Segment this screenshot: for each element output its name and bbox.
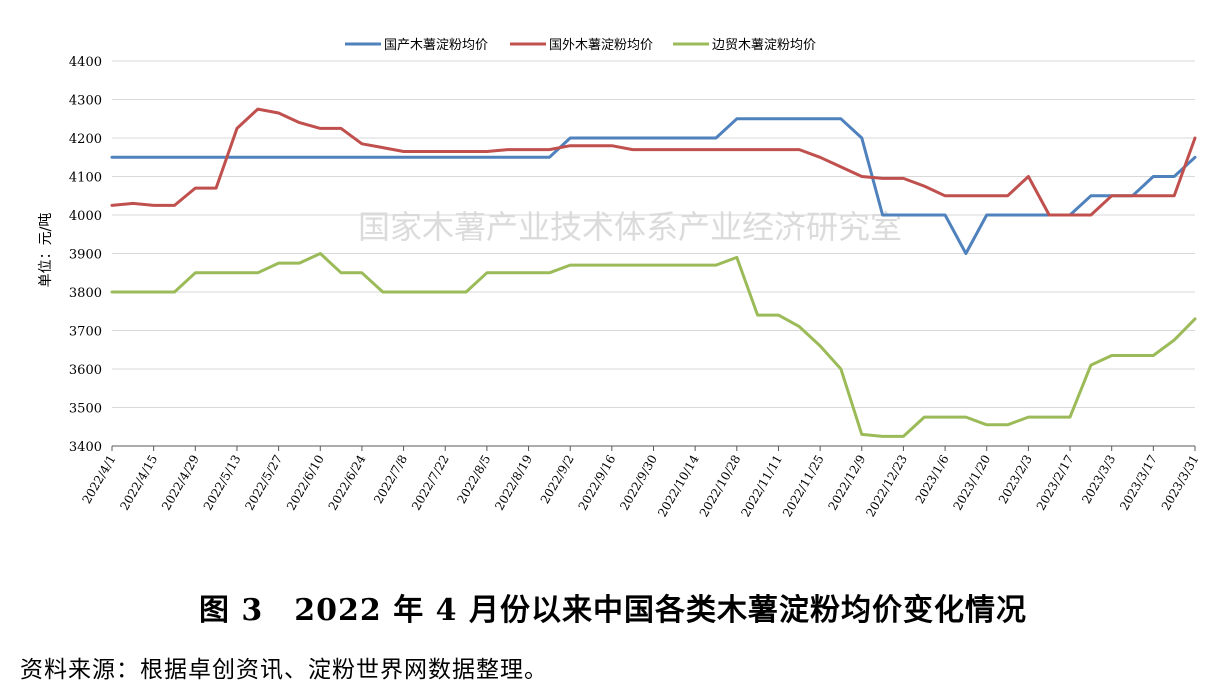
y-tick-label: 3500 — [69, 402, 102, 417]
x-tick-label: 2022/4/29 — [159, 453, 202, 513]
y-tick-label: 3800 — [69, 286, 102, 301]
legend-label: 边贸木薯淀粉均价 — [712, 38, 816, 53]
x-tick-label: 2022/12/23 — [863, 453, 910, 520]
figure-caption: 图 3 2022 年 4 月份以来中国各类木薯淀粉均价变化情况 — [198, 593, 1028, 628]
y-tick-label: 4000 — [69, 209, 102, 224]
y-tick-label: 4400 — [69, 55, 102, 70]
y-tick-label: 3700 — [69, 325, 102, 340]
x-tick-label: 2022/5/27 — [242, 453, 285, 513]
y-tick-label: 3400 — [69, 440, 102, 455]
x-tick-label: 2022/12/9 — [825, 453, 868, 513]
x-tick-label: 2022/5/13 — [201, 453, 244, 513]
x-tick-label: 2022/6/24 — [326, 452, 369, 513]
x-tick-label: 2022/4/1 — [80, 453, 119, 507]
x-tick-label: 2022/9/16 — [576, 453, 619, 513]
legend-label: 国产木薯淀粉均价 — [384, 38, 488, 53]
line-chart: 3400 3500 3600 3700 3800 3900 4000 4100 4200 4300… — [38, 38, 1202, 519]
x-tick-label: 2023/3/3 — [1079, 453, 1118, 507]
x-tick-label: 2022/7/8 — [371, 453, 410, 507]
x-tick-label: 2022/9/2 — [538, 453, 577, 507]
x-tick-label: 2022/8/19 — [492, 453, 535, 513]
series-lines — [110, 107, 1197, 438]
axes — [111, 445, 1196, 451]
series-line — [110, 252, 1197, 438]
x-tick-label: 2023/2/3 — [996, 453, 1035, 507]
x-tick-label: 2023/3/31 — [1159, 453, 1202, 513]
legend: 国产木薯淀粉均价 国外木薯淀粉均价 边贸木薯淀粉均价 — [345, 38, 816, 53]
x-tick-label: 2023/1/20 — [950, 453, 993, 513]
x-tick-label: 2023/2/17 — [1034, 453, 1077, 513]
x-tick-label: 2022/10/28 — [697, 453, 744, 520]
series-line — [110, 117, 1197, 255]
x-tick-label: 2022/6/10 — [284, 453, 327, 513]
x-tick-label: 2022/4/15 — [117, 453, 160, 513]
x-tick-label: 2022/7/22 — [409, 453, 452, 513]
x-tick-label: 2022/9/30 — [617, 453, 660, 513]
data-source-note: 资料来源：根据卓创资讯、淀粉世界网数据整理。 — [20, 657, 548, 683]
x-axis-tick-labels: 2022/4/12022/4/152022/4/292022/5/132022/… — [80, 452, 1202, 519]
x-tick-label: 2022/8/5 — [454, 453, 493, 507]
y-tick-label: 4200 — [69, 132, 102, 147]
y-tick-label: 4300 — [69, 94, 102, 109]
y-axis-label: 单位：元/吨 — [38, 213, 54, 288]
y-tick-label: 3600 — [69, 363, 102, 378]
chart-watermark: 国家木薯产业技术体系产业经济研究室 — [358, 208, 902, 246]
x-tick-label: 2022/11/11 — [738, 453, 785, 520]
y-tick-label: 4100 — [69, 171, 102, 186]
y-axis-tick-labels: 3400 3500 3600 3700 3800 3900 4000 4100 4200 4300… — [69, 55, 102, 455]
y-tick-label: 3900 — [69, 248, 102, 263]
gridlines — [112, 60, 1195, 447]
x-tick-label: 2023/1/6 — [913, 453, 952, 507]
legend-label: 国外木薯淀粉均价 — [549, 38, 653, 53]
x-tick-label: 2023/3/17 — [1117, 453, 1160, 513]
x-tick-label: 2022/10/14 — [655, 452, 702, 519]
x-tick-label: 2022/11/25 — [780, 453, 827, 520]
series-line — [110, 107, 1197, 217]
